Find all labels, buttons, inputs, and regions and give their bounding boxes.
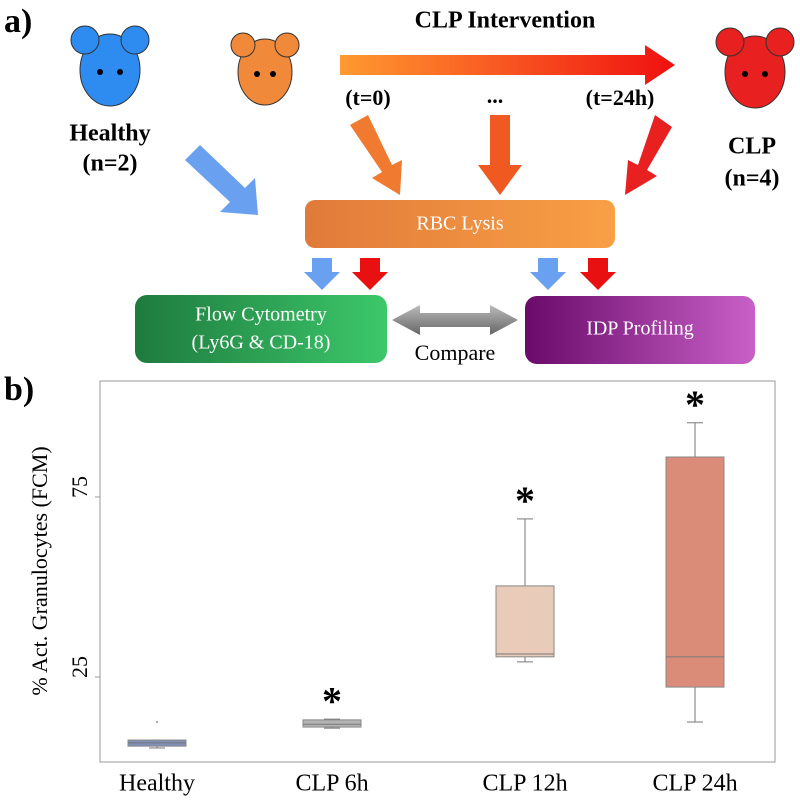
x-tick-label: CLP 24h [652,771,737,797]
panel-label: b) [4,371,34,408]
label: CLP Intervention [415,8,596,34]
label: Compare [415,340,496,365]
arrow [625,115,672,195]
arrow [580,258,616,290]
label: (n=4) [724,166,779,192]
box [302,719,362,728]
label: ... [487,83,504,108]
arrow [350,115,402,195]
plot-frame [99,380,776,763]
mouse-healthy [70,25,150,107]
label: Healthy [69,121,150,147]
y-tick-label: 25 [67,656,92,678]
outlier [156,721,158,724]
label: CLP [728,134,776,160]
arrow [352,258,388,290]
mouse-clp [715,27,795,109]
x-tick-label: CLP 6h [295,771,368,797]
arrow [304,258,340,290]
y-axis-label: % Act. Granulocytes (FCM) [27,446,52,695]
x-tick-label: Healthy [119,771,195,797]
mouse-t0 [230,32,300,106]
panel-label: a) [4,3,32,40]
diagram: a) Healthy (n=2) CLP (n=4) CLP Intervent… [4,3,795,365]
arrow [478,115,522,195]
annotation: * [685,382,705,427]
arrow [185,145,258,215]
arrow [340,45,675,85]
annotation: * [515,478,535,523]
label: (t=24h) [586,85,655,110]
box [665,456,725,688]
label: (n=2) [82,151,137,177]
box [525,296,755,364]
x-tick-label: CLP 12h [482,771,567,797]
label: RBC Lysis [416,213,503,235]
y-tick-label: 75 [67,476,92,498]
box [135,295,387,363]
box [495,585,555,658]
label: IDP Profiling [586,318,694,340]
box [305,200,615,248]
arrow [530,258,566,290]
label: (t=0) [345,85,391,110]
annotation: * [322,678,342,723]
label: (Ly6G & CD-18) [192,332,331,354]
arrow [392,305,518,335]
label: Flow Cytometry [195,304,327,326]
